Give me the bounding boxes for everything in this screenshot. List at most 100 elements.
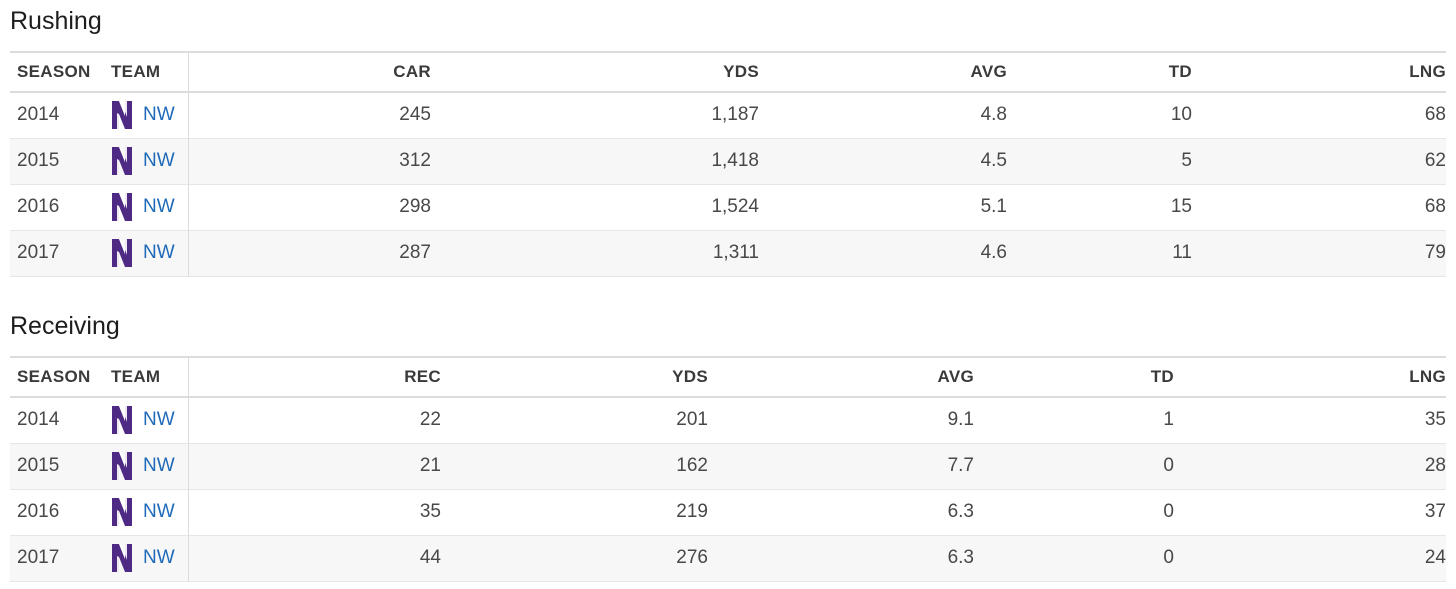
td-cell: 1 — [1163, 409, 1174, 431]
avg-cell: 6.3 — [947, 547, 974, 568]
yds-cell: 1,187 — [711, 104, 759, 126]
team-cell[interactable]: NW — [111, 184, 189, 230]
team-link[interactable]: NW — [143, 104, 175, 126]
team-link[interactable]: NW — [143, 547, 175, 568]
receiving-table: SEASON TEAM REC YDS AVG TD LNG 2014 NW 22 2… — [10, 356, 1446, 582]
avg-cell: 9.1 — [947, 409, 974, 431]
col-header-td[interactable]: TD — [1150, 367, 1174, 386]
td-cell: 11 — [1172, 242, 1192, 263]
team-cell[interactable]: NW — [111, 230, 189, 276]
team-cell[interactable]: NW — [111, 138, 189, 184]
car-cell: 312 — [399, 150, 431, 171]
season-cell: 2017 — [17, 547, 60, 568]
rec-cell: 35 — [419, 501, 441, 522]
team-cell[interactable]: NW — [111, 535, 189, 581]
lng-cell: 68 — [1424, 104, 1446, 126]
avg-cell: 4.6 — [980, 242, 1007, 263]
lng-cell: 62 — [1424, 150, 1446, 171]
season-cell: 2014 — [17, 409, 60, 431]
receiving-header-row: SEASON TEAM REC YDS AVG TD LNG — [10, 357, 1446, 397]
rec-cell: 44 — [419, 547, 441, 568]
northwestern-n-icon — [112, 452, 132, 480]
avg-cell: 4.5 — [980, 150, 1007, 171]
yds-cell: 1,311 — [712, 242, 759, 263]
season-cell: 2016 — [17, 501, 60, 522]
team-link[interactable]: NW — [143, 409, 175, 431]
avg-cell: 4.8 — [980, 104, 1007, 126]
table-row: 2017 NW 287 1,311 4.6 11 79 — [10, 230, 1446, 276]
avg-cell: 5.1 — [980, 196, 1007, 217]
team-cell[interactable]: NW — [111, 397, 189, 443]
team-cell[interactable]: NW — [111, 92, 189, 138]
northwestern-n-icon — [112, 239, 132, 267]
rec-cell: 22 — [419, 409, 441, 431]
team-link[interactable]: NW — [143, 150, 175, 171]
car-cell: 245 — [399, 104, 431, 126]
team-cell[interactable]: NW — [111, 443, 189, 489]
team-link[interactable]: NW — [143, 242, 175, 263]
season-cell: 2015 — [17, 150, 60, 171]
northwestern-n-icon — [112, 406, 132, 435]
td-cell: 0 — [1163, 455, 1174, 476]
car-cell: 298 — [399, 196, 431, 217]
td-cell: 0 — [1163, 547, 1174, 568]
rushing-header-row: SEASON TEAM CAR YDS AVG TD LNG — [10, 52, 1446, 92]
northwestern-n-icon — [112, 193, 132, 221]
table-row: 2016 NW 298 1,524 5.1 15 68 — [10, 184, 1446, 230]
rec-cell: 21 — [419, 455, 441, 476]
northwestern-n-icon — [112, 101, 132, 130]
td-cell: 15 — [1170, 196, 1192, 217]
td-cell: 10 — [1170, 104, 1192, 126]
col-header-car[interactable]: CAR — [393, 62, 431, 81]
rushing-table: SEASON TEAM CAR YDS AVG TD LNG 2014 NW 245… — [10, 51, 1446, 277]
yds-cell: 1,524 — [711, 196, 759, 217]
table-row: 2015 NW 312 1,418 4.5 5 62 — [10, 138, 1446, 184]
lng-cell: 37 — [1424, 501, 1446, 522]
col-header-team[interactable]: TEAM — [111, 357, 189, 397]
col-header-season[interactable]: SEASON — [17, 62, 91, 81]
season-cell: 2017 — [17, 242, 60, 263]
col-header-lng[interactable]: LNG — [1409, 62, 1446, 81]
lng-cell: 68 — [1424, 196, 1446, 217]
col-header-yds[interactable]: YDS — [672, 367, 708, 386]
rushing-title: Rushing — [10, 7, 102, 35]
team-link[interactable]: NW — [143, 196, 175, 217]
yds-cell: 1,418 — [711, 150, 759, 171]
northwestern-n-icon — [112, 498, 132, 526]
yds-cell: 162 — [676, 455, 708, 476]
col-header-season[interactable]: SEASON — [17, 367, 91, 386]
col-header-avg[interactable]: AVG — [937, 367, 974, 386]
team-link[interactable]: NW — [143, 501, 175, 522]
table-row: 2016 NW 35 219 6.3 0 37 — [10, 489, 1446, 535]
yds-cell: 201 — [676, 409, 708, 431]
yds-cell: 276 — [676, 547, 708, 568]
team-link[interactable]: NW — [143, 455, 175, 476]
receiving-title: Receiving — [10, 312, 120, 340]
table-row: 2015 NW 21 162 7.7 0 28 — [10, 443, 1446, 489]
avg-cell: 7.7 — [947, 455, 974, 476]
col-header-td[interactable]: TD — [1168, 62, 1192, 81]
northwestern-n-icon — [112, 544, 132, 572]
yds-cell: 219 — [676, 501, 708, 522]
lng-cell: 35 — [1424, 409, 1446, 431]
td-cell: 0 — [1163, 501, 1174, 522]
team-cell[interactable]: NW — [111, 489, 189, 535]
receiving-section: Receiving SEASON TEAM REC YDS AVG TD LNG… — [10, 305, 1446, 582]
season-cell: 2016 — [17, 196, 60, 217]
table-row: 2017 NW 44 276 6.3 0 24 — [10, 535, 1446, 581]
col-header-team[interactable]: TEAM — [111, 52, 189, 92]
col-header-yds[interactable]: YDS — [723, 62, 759, 81]
season-cell: 2014 — [17, 104, 60, 126]
table-row: 2014 NW 245 1,187 4.8 10 68 — [10, 92, 1446, 138]
lng-cell: 28 — [1424, 455, 1446, 476]
col-header-rec[interactable]: REC — [404, 367, 441, 386]
car-cell: 287 — [399, 242, 431, 263]
avg-cell: 6.3 — [947, 501, 974, 522]
lng-cell: 24 — [1424, 547, 1446, 568]
td-cell: 5 — [1181, 150, 1192, 171]
col-header-lng[interactable]: LNG — [1409, 367, 1446, 386]
col-header-avg[interactable]: AVG — [970, 62, 1007, 81]
table-row: 2014 NW 22 201 9.1 1 35 — [10, 397, 1446, 443]
northwestern-n-icon — [112, 147, 132, 175]
season-cell: 2015 — [17, 455, 60, 476]
